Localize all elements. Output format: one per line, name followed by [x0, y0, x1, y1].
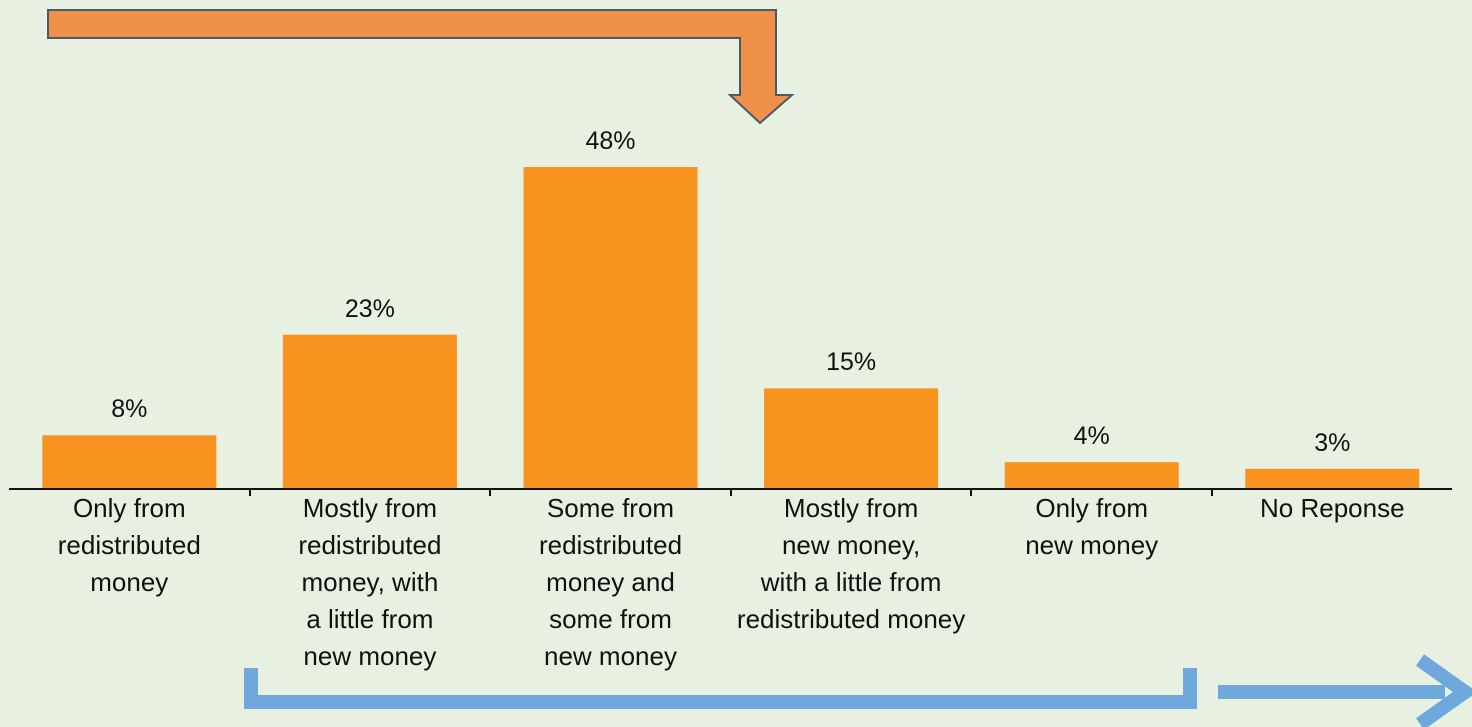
category-label: No Reponse — [1260, 493, 1405, 523]
bar — [523, 167, 698, 489]
category-label: Mostly from redistributed money, with a … — [298, 493, 442, 671]
bar — [1004, 462, 1179, 489]
value-label: 15% — [826, 348, 877, 377]
value-label: 3% — [1314, 428, 1351, 457]
bar — [1245, 468, 1420, 489]
bars — [42, 167, 1420, 489]
value-label: 48% — [585, 127, 636, 155]
category-label: Only from redistributed money — [57, 493, 201, 597]
value-label: 8% — [111, 395, 148, 424]
right-arrow-head — [1415, 654, 1472, 727]
category-label: Some from redistributed money and some f… — [538, 493, 683, 671]
category-label: Only from new money — [1025, 493, 1159, 560]
bar — [42, 435, 217, 489]
category-separators — [249, 489, 1213, 496]
bottom-bracket — [244, 668, 1197, 709]
bar — [764, 388, 939, 489]
category-label: Mostly from new money, with a little fro… — [736, 493, 966, 634]
top-arrow — [47, 9, 795, 125]
bar — [282, 334, 457, 489]
value-label: 23% — [344, 294, 395, 323]
value-label: 4% — [1073, 422, 1110, 451]
